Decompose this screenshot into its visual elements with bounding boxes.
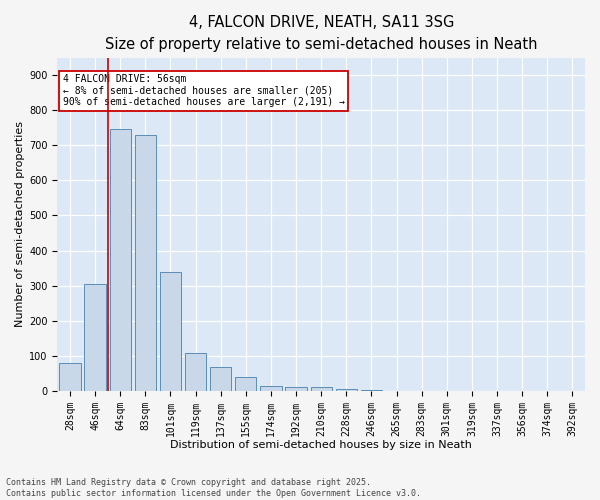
Bar: [311, 388, 332, 391]
X-axis label: Distribution of semi-detached houses by size in Neath: Distribution of semi-detached houses by …: [170, 440, 472, 450]
Bar: [59, 363, 80, 391]
Bar: [134, 134, 156, 391]
Bar: [160, 272, 181, 391]
Y-axis label: Number of semi-detached properties: Number of semi-detached properties: [15, 121, 25, 327]
Bar: [210, 367, 232, 391]
Text: 4 FALCON DRIVE: 56sqm
← 8% of semi-detached houses are smaller (205)
90% of semi: 4 FALCON DRIVE: 56sqm ← 8% of semi-detac…: [62, 74, 344, 108]
Bar: [235, 377, 256, 391]
Bar: [286, 386, 307, 391]
Title: 4, FALCON DRIVE, NEATH, SA11 3SG
Size of property relative to semi-detached hous: 4, FALCON DRIVE, NEATH, SA11 3SG Size of…: [105, 15, 538, 52]
Bar: [85, 284, 106, 391]
Bar: [185, 353, 206, 391]
Bar: [110, 130, 131, 391]
Text: Contains HM Land Registry data © Crown copyright and database right 2025.
Contai: Contains HM Land Registry data © Crown c…: [6, 478, 421, 498]
Bar: [361, 390, 382, 391]
Bar: [260, 386, 281, 391]
Bar: [335, 389, 357, 391]
